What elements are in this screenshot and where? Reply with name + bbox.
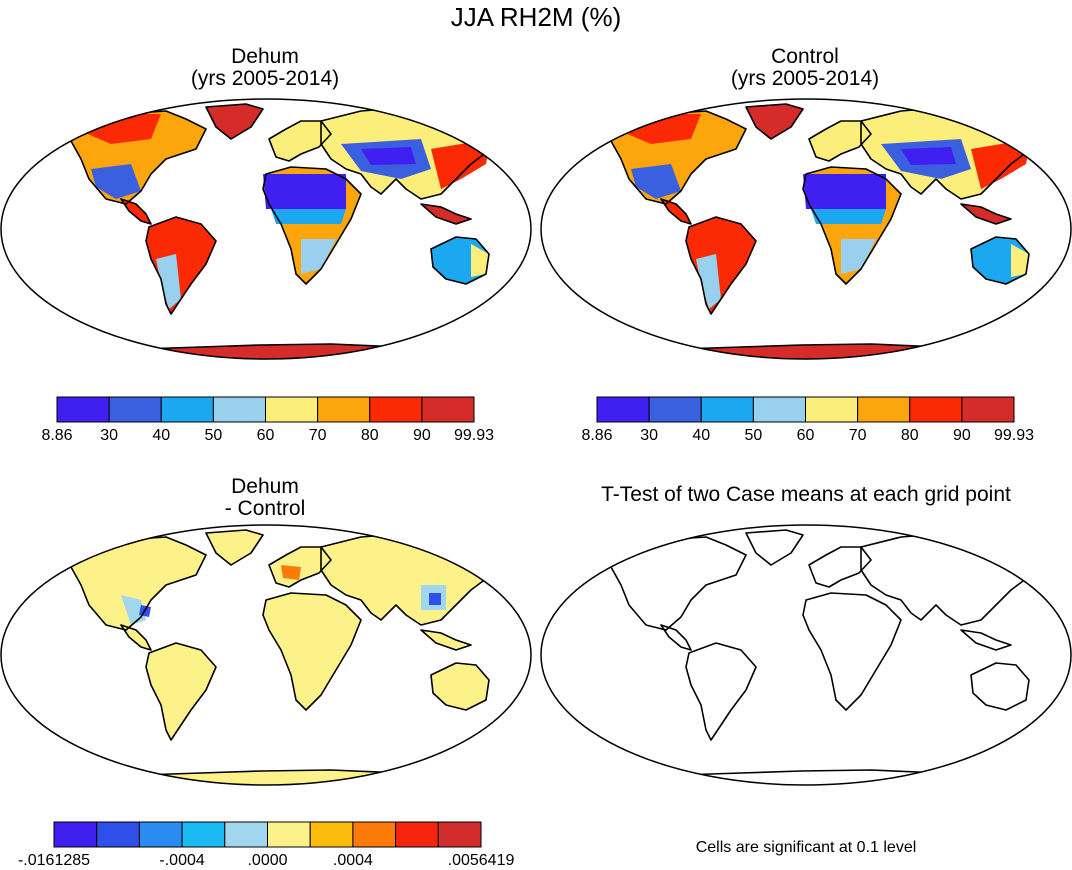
colorbar-swatch bbox=[96, 821, 140, 848]
colorbar-tick-label: 60 bbox=[257, 427, 275, 444]
colorbar-swatch bbox=[181, 821, 226, 848]
colorbar-swatch bbox=[805, 396, 859, 423]
panel-br-title: T-Test of two Case means at each grid po… bbox=[601, 483, 1011, 506]
colorbar-swatch bbox=[56, 396, 110, 423]
panel-tl-title-line2: (yrs 2005-2014) bbox=[190, 67, 340, 91]
map-dehum-border bbox=[0, 98, 532, 360]
map-control-fields bbox=[610, 103, 1042, 359]
map-control-border bbox=[540, 98, 1072, 360]
colorbar-dehum: 8.86 30 40 50 60 70 80 90 99.93 bbox=[41, 396, 494, 445]
map-dehum-fields bbox=[70, 103, 502, 359]
colorbar-swatch bbox=[752, 396, 807, 423]
colorbar-control: 8.86 30 40 50 60 70 80 90 99.93 bbox=[581, 396, 1034, 445]
panel-bl-title: Dehum - Control bbox=[130, 475, 400, 521]
colorbar-tick-label: 60 bbox=[797, 427, 815, 444]
map-ttest bbox=[540, 524, 1072, 786]
map-control bbox=[540, 98, 1072, 360]
panel-bl-title-line2: - Control bbox=[224, 497, 306, 521]
map-difference bbox=[0, 524, 532, 786]
colorbar-tick-label: 8.86 bbox=[41, 427, 72, 444]
colorbar-swatch bbox=[309, 821, 354, 848]
colorbar-swatch bbox=[317, 396, 371, 423]
colorbar-tick-label: 70 bbox=[849, 427, 867, 444]
colorbar-swatch bbox=[138, 821, 183, 848]
panel-bl-title-line1: Dehum bbox=[231, 475, 299, 498]
panel-tr-title: Control (yrs 2005-2014) bbox=[670, 45, 940, 91]
colorbar-tick-label: 8.86 bbox=[581, 427, 612, 444]
colorbar-swatch bbox=[700, 396, 754, 423]
colorbar-swatch bbox=[108, 396, 162, 423]
colorbar-swatch bbox=[212, 396, 267, 423]
colorbar-swatch bbox=[648, 396, 702, 423]
colorbar-tick-label: 80 bbox=[901, 427, 919, 444]
colorbar-tick-label: 80 bbox=[361, 427, 379, 444]
colorbar-tick-label: .0004 bbox=[333, 852, 373, 869]
colorbar-tick-label: 99.93 bbox=[454, 427, 494, 444]
colorbar-tick-label: 30 bbox=[640, 427, 658, 444]
colorbar-tick-label: -.0004 bbox=[159, 852, 204, 869]
panel-tr-title-line2: (yrs 2005-2014) bbox=[730, 67, 880, 91]
colorbar-tick-label: .0000 bbox=[247, 852, 287, 869]
colorbar-tick-label: 90 bbox=[413, 427, 431, 444]
colorbar-swatch bbox=[961, 396, 1015, 423]
map-ttest-border bbox=[540, 524, 1072, 786]
main-title: JJA RH2M (%) bbox=[450, 2, 622, 32]
colorbar-swatch bbox=[267, 821, 311, 848]
colorbar-swatch bbox=[857, 396, 911, 423]
colorbar-swatch bbox=[395, 821, 439, 848]
colorbar-swatch bbox=[369, 396, 423, 423]
colorbar-tick-label: 40 bbox=[152, 427, 170, 444]
map-difference-border bbox=[0, 524, 532, 786]
colorbar-tick-label: 90 bbox=[953, 427, 971, 444]
colorbar-difference: -.0161285 -.0004 .0000 .0004 .0056419 bbox=[18, 821, 514, 870]
colorbar-tick-label: 50 bbox=[204, 427, 222, 444]
colorbar-swatch bbox=[352, 821, 397, 848]
colorbar-tick-label: 70 bbox=[309, 427, 327, 444]
panel-tl-title: Dehum (yrs 2005-2014) bbox=[130, 45, 400, 91]
panel-tl-title-line1: Dehum bbox=[231, 45, 299, 68]
colorbar-tick-label: .0056419 bbox=[448, 852, 515, 869]
colorbar-swatch bbox=[224, 821, 269, 848]
colorbar-swatch bbox=[909, 396, 963, 423]
colorbar-tick-label: 50 bbox=[744, 427, 762, 444]
colorbar-swatch bbox=[53, 821, 98, 848]
colorbar-swatch bbox=[421, 396, 475, 423]
map-ttest-fields bbox=[610, 529, 1042, 785]
significance-note: Cells are significant at 0.1 level bbox=[695, 839, 917, 856]
colorbar-tick-label: 40 bbox=[692, 427, 710, 444]
colorbar-swatch bbox=[437, 821, 482, 848]
colorbar-tick-label: 99.93 bbox=[994, 427, 1034, 444]
map-dehum bbox=[0, 98, 532, 360]
colorbar-tick-label: -.0161285 bbox=[18, 852, 90, 869]
colorbar-swatch bbox=[160, 396, 214, 423]
map-difference-fields bbox=[70, 529, 502, 785]
panel-tr-title-line1: Control bbox=[771, 45, 839, 68]
colorbar-swatch bbox=[265, 396, 319, 423]
colorbar-swatch bbox=[596, 396, 650, 423]
colorbar-tick-label: 30 bbox=[100, 427, 118, 444]
